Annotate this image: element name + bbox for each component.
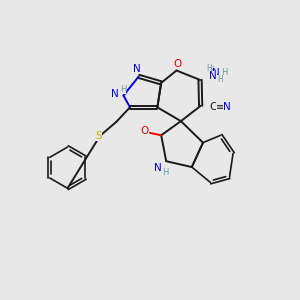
Text: H: H (162, 169, 169, 178)
Text: N: N (134, 64, 141, 74)
Text: N: N (154, 163, 162, 173)
Text: N: N (223, 102, 230, 112)
Text: H: H (120, 85, 126, 94)
Text: C: C (209, 102, 217, 112)
Text: H: H (217, 74, 223, 83)
Text: S: S (95, 131, 102, 141)
Text: N: N (111, 89, 119, 99)
Text: O: O (174, 59, 182, 69)
Text: N: N (209, 70, 217, 80)
Text: H: H (207, 66, 214, 75)
Text: O: O (141, 126, 149, 136)
Text: H: H (206, 64, 212, 73)
Text: N: N (212, 68, 220, 78)
Text: H: H (221, 68, 228, 77)
Text: ≡: ≡ (216, 102, 225, 112)
